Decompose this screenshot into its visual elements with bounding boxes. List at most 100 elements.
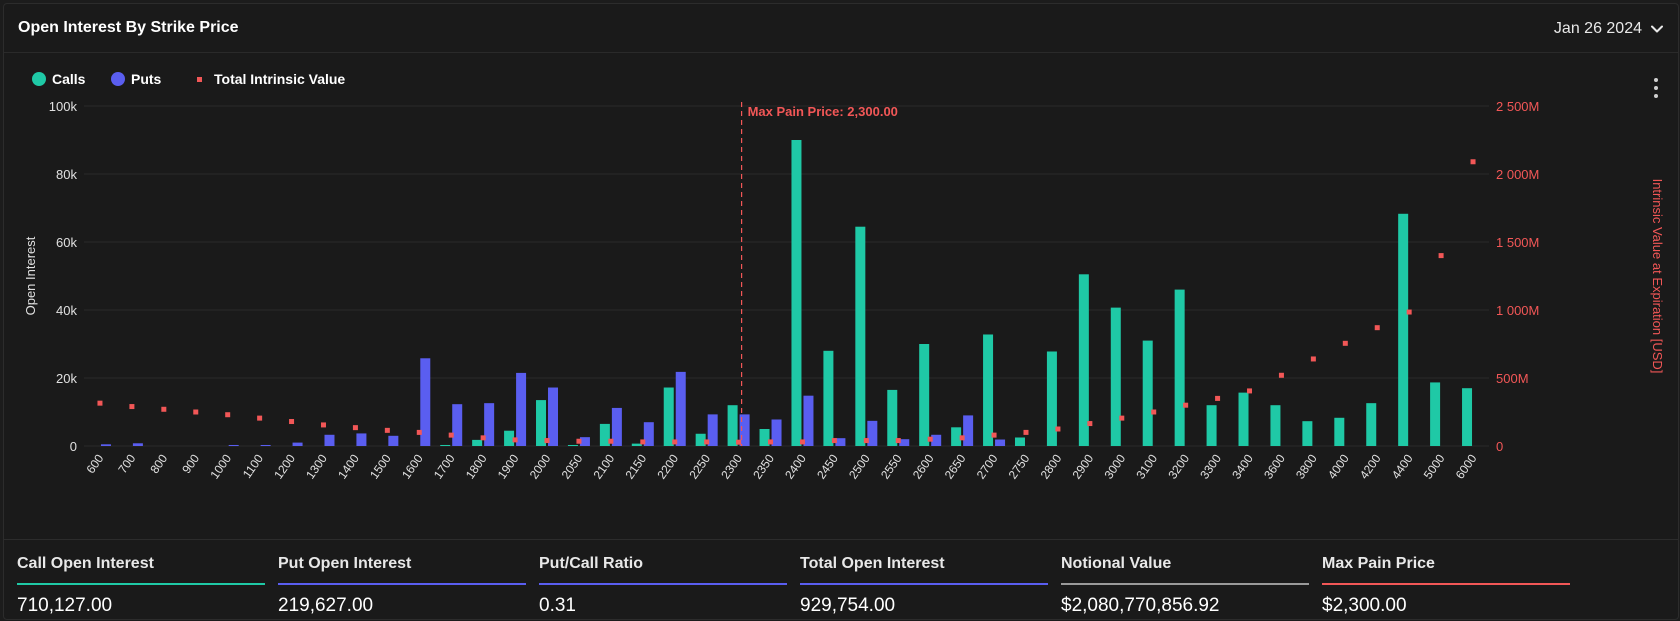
intrinsic-value-point bbox=[416, 429, 422, 435]
x-tick-label: 800 bbox=[147, 451, 170, 476]
calls-bar bbox=[983, 334, 994, 446]
calls-bar bbox=[1174, 289, 1185, 446]
intrinsic-value-point bbox=[512, 437, 518, 443]
puts-bar bbox=[899, 439, 910, 446]
x-tick-label: 2200 bbox=[654, 451, 681, 481]
legend-intrinsic-marker bbox=[197, 77, 202, 82]
x-tick-label: 900 bbox=[179, 451, 202, 476]
x-tick-label: 1500 bbox=[367, 451, 394, 481]
expiry-date-value: Jan 26 2024 bbox=[1553, 20, 1642, 37]
puts-bar bbox=[803, 395, 814, 446]
intrinsic-value-point bbox=[448, 432, 454, 438]
x-tick-label: 2150 bbox=[622, 451, 649, 481]
stat-card: Put/Call Ratio 0.31 bbox=[529, 540, 789, 619]
x-tick-label: 4000 bbox=[1325, 451, 1352, 481]
y-tick-label: 40k bbox=[56, 303, 77, 318]
puts-bar bbox=[452, 404, 463, 446]
x-tick-label: 4200 bbox=[1357, 451, 1384, 481]
stat-card: Put Open Interest 219,627.00 bbox=[268, 540, 528, 619]
calls-bar bbox=[1046, 351, 1057, 446]
x-tick-label: 1800 bbox=[463, 451, 490, 481]
calls-bar bbox=[536, 400, 547, 446]
max-pain-label: Max Pain Price: 2,300.00 bbox=[748, 104, 898, 119]
x-tick-label: 1900 bbox=[495, 451, 522, 481]
intrinsic-value-point bbox=[991, 432, 997, 438]
puts-bar bbox=[707, 414, 718, 446]
intrinsic-value-point bbox=[704, 439, 710, 445]
intrinsic-value-point bbox=[959, 435, 965, 441]
y-axis-title: Open Interest bbox=[23, 236, 38, 315]
stat-card: Call Open Interest 710,127.00 bbox=[7, 540, 267, 619]
stat-label: Total Open Interest bbox=[800, 555, 945, 572]
stat-value: $2,080,770,856.92 bbox=[1061, 595, 1220, 616]
stat-underline bbox=[1061, 583, 1309, 585]
puts-bar bbox=[675, 371, 686, 446]
intrinsic-value-point bbox=[576, 438, 582, 444]
puts-bar bbox=[228, 444, 239, 446]
x-tick-label: 3600 bbox=[1261, 451, 1288, 481]
stat-underline bbox=[17, 583, 265, 585]
intrinsic-value-point bbox=[129, 404, 135, 410]
intrinsic-value-point bbox=[352, 425, 358, 431]
stat-label: Call Open Interest bbox=[17, 555, 154, 572]
puts-bar bbox=[643, 422, 654, 446]
x-tick-label: 5000 bbox=[1421, 451, 1448, 481]
intrinsic-value-point bbox=[1470, 159, 1476, 165]
calls-bar bbox=[791, 140, 802, 446]
calls-bar bbox=[1366, 403, 1377, 446]
stat-label: Put/Call Ratio bbox=[539, 555, 644, 572]
x-tick-label: 2000 bbox=[527, 451, 554, 481]
intrinsic-value-point bbox=[927, 436, 933, 442]
legend-calls-marker bbox=[32, 72, 46, 86]
stat-underline bbox=[1322, 583, 1570, 585]
panel-title: Open Interest By Strike Price bbox=[18, 19, 239, 36]
intrinsic-value-point bbox=[1406, 309, 1412, 315]
y2-tick-label: 2 500M bbox=[1496, 99, 1539, 114]
legend-puts-label: Puts bbox=[131, 71, 162, 87]
stat-underline bbox=[278, 583, 526, 585]
x-tick-label: 3800 bbox=[1293, 451, 1320, 481]
y-tick-label: 20k bbox=[56, 371, 77, 386]
intrinsic-value-point bbox=[289, 419, 295, 425]
x-tick-label: 2800 bbox=[1038, 451, 1065, 481]
calls-bar bbox=[1302, 421, 1313, 446]
calls-bar bbox=[1334, 417, 1345, 446]
calls-bar bbox=[1142, 340, 1153, 446]
intrinsic-value-point bbox=[257, 415, 263, 421]
puts-bar bbox=[324, 434, 335, 446]
puts-bar bbox=[867, 420, 878, 446]
x-tick-label: 2900 bbox=[1070, 451, 1097, 481]
intrinsic-value-point bbox=[480, 435, 486, 441]
puts-bar bbox=[963, 415, 974, 446]
x-tick-label: 2550 bbox=[878, 451, 905, 481]
stat-label: Put Open Interest bbox=[278, 555, 412, 572]
more-vertical-icon[interactable] bbox=[1650, 76, 1662, 100]
puts-bar bbox=[100, 444, 111, 446]
y2-tick-label: 0 bbox=[1496, 439, 1503, 454]
stat-label: Notional Value bbox=[1061, 555, 1172, 572]
stat-underline bbox=[539, 583, 787, 585]
puts-bar bbox=[388, 435, 399, 446]
intrinsic-value-point bbox=[193, 409, 199, 415]
x-tick-label: 1600 bbox=[399, 451, 426, 481]
x-tick-label: 2500 bbox=[846, 451, 873, 481]
x-tick-label: 2400 bbox=[782, 451, 809, 481]
x-tick-label: 600 bbox=[83, 451, 106, 476]
expiry-date-dropdown[interactable]: Jan 26 2024 bbox=[1554, 17, 1666, 41]
x-tick-label: 1000 bbox=[207, 451, 234, 481]
intrinsic-value-point bbox=[1151, 409, 1157, 415]
intrinsic-value-point bbox=[863, 438, 869, 444]
puts-bar bbox=[356, 433, 367, 446]
intrinsic-value-point bbox=[1119, 415, 1125, 421]
panel-header: Open Interest By Strike Price Jan 26 202… bbox=[4, 4, 1678, 53]
x-tick-label: 2250 bbox=[686, 451, 713, 481]
calls-bar bbox=[440, 444, 451, 446]
intrinsic-value-point bbox=[225, 412, 231, 418]
x-tick-label: 2300 bbox=[718, 451, 745, 481]
intrinsic-value-point bbox=[1374, 325, 1380, 331]
intrinsic-value-point bbox=[799, 439, 805, 445]
stat-value: 929,754.00 bbox=[800, 595, 896, 616]
intrinsic-value-point bbox=[1183, 402, 1189, 408]
puts-bar bbox=[548, 387, 559, 446]
intrinsic-value-point bbox=[1310, 356, 1316, 362]
